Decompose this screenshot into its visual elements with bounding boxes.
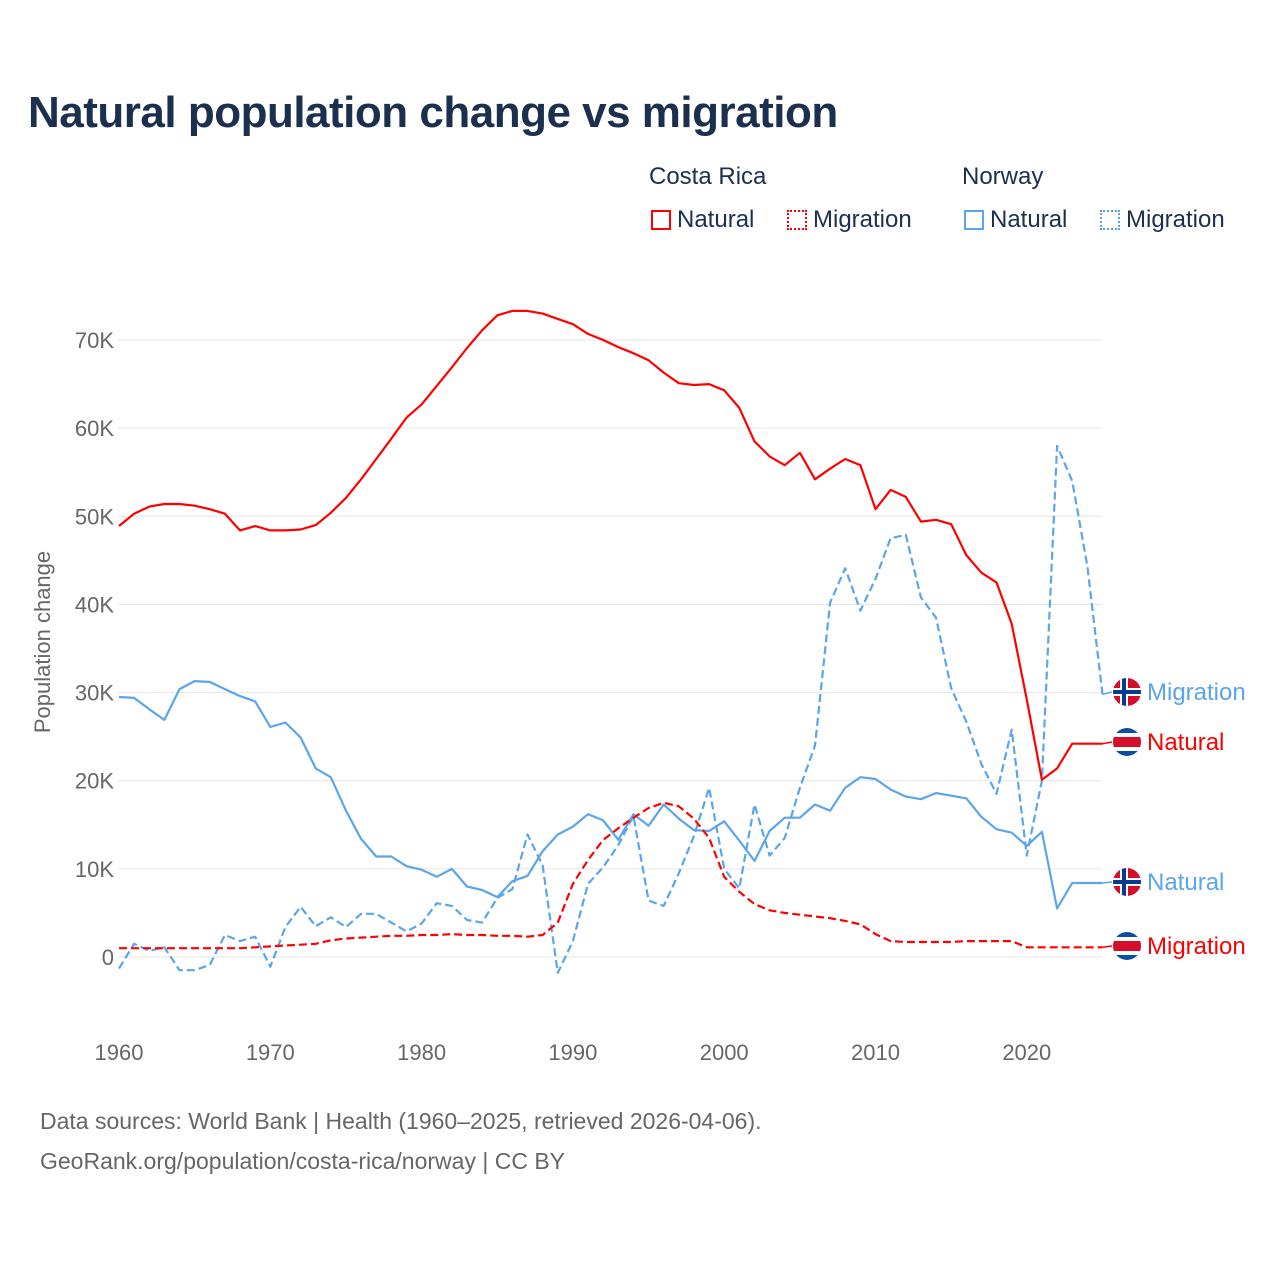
end-label-costa-rica-natural: Natural (1147, 729, 1224, 756)
costa-rica-flag-icon (1113, 728, 1141, 756)
series-line-norway-migration (118, 444, 1104, 974)
legend-item-costa-rica-natural[interactable]: Natural (651, 206, 754, 234)
end-label-connector (1102, 741, 1113, 745)
legend-group-norway: Norway (962, 163, 1044, 190)
chart-title: Natural population change vs migration (28, 88, 838, 137)
y-tick-label: 20K (75, 769, 114, 794)
legend-group-costa-rica: Costa Rica (649, 163, 767, 190)
legend-label: Natural (677, 206, 755, 233)
legend-item-costa-rica-migration[interactable]: Migration (787, 206, 912, 234)
y-axis-label: Population change (30, 551, 55, 733)
series-line-costa-rica-migration (119, 801, 1103, 950)
series-line-norway-natural (118, 680, 1103, 910)
legend-label: Natural (990, 206, 1068, 233)
x-tick-label: 2010 (851, 1040, 900, 1065)
footer-attribution: GeoRank.org/population/costa-rica/norway… (40, 1148, 566, 1174)
costa-rica-flag-icon (1113, 932, 1141, 960)
x-tick-label: 1980 (397, 1040, 446, 1065)
end-label-costa-rica-migration: Migration (1147, 933, 1246, 960)
x-tick-label: 2000 (700, 1040, 749, 1065)
legend-item-norway-migration[interactable]: Migration (1100, 206, 1225, 234)
x-tick-label: 1990 (548, 1040, 597, 1065)
legend-swatch-solid (964, 210, 984, 230)
x-tick-label: 1960 (95, 1040, 144, 1065)
norway-flag-icon (1113, 868, 1141, 896)
end-label-norway-migration: Migration (1147, 679, 1246, 706)
y-tick-label: 10K (75, 857, 114, 882)
end-label-connector (1102, 881, 1113, 884)
legend-swatch-dotted (787, 210, 807, 230)
x-tick-label: 2020 (1002, 1040, 1051, 1065)
y-tick-label: 70K (75, 328, 114, 353)
y-tick-label: 0 (102, 945, 114, 970)
legend-label: Migration (1126, 206, 1225, 233)
legend-swatch-dotted (1100, 210, 1120, 230)
series-line-costa-rica-natural (118, 309, 1103, 781)
end-label-norway-natural: Natural (1147, 869, 1224, 896)
end-label-connector (1102, 945, 1113, 949)
y-tick-label: 50K (75, 504, 114, 529)
x-tick-label: 1970 (246, 1040, 295, 1065)
legend-swatch-solid (651, 210, 671, 230)
legend-item-norway-natural[interactable]: Natural (964, 206, 1067, 234)
norway-flag-icon (1113, 678, 1141, 706)
legend-label: Migration (813, 206, 912, 233)
end-label-connector (1102, 691, 1113, 696)
footer-sources: Data sources: World Bank | Health (1960–… (40, 1108, 762, 1134)
y-tick-label: 30K (75, 681, 114, 706)
y-tick-label: 40K (75, 592, 114, 617)
y-tick-label: 60K (75, 416, 114, 441)
